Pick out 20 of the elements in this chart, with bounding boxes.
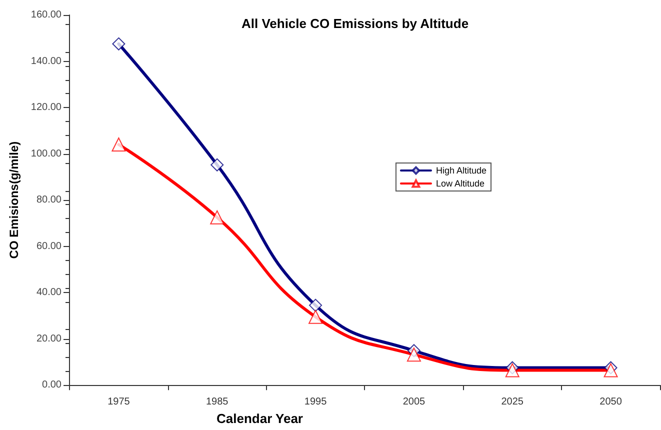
y-tick-label: 60.00 xyxy=(36,240,62,252)
y-tick-label: 120.00 xyxy=(30,102,62,114)
x-tick-label: 1975 xyxy=(108,396,130,408)
y-tick-label: 140.00 xyxy=(30,56,62,67)
chart-title: All Vehicle CO Emissions by Altitude xyxy=(241,16,469,31)
y-tick-label: 160.00 xyxy=(30,10,62,20)
y-tick-label: 40.00 xyxy=(36,287,62,298)
legend-label: Low Altitude xyxy=(436,178,485,188)
y-tick-label: 100.00 xyxy=(30,148,62,160)
y-tick-label: 0.00 xyxy=(42,380,62,391)
x-tick-label: 2005 xyxy=(402,396,426,408)
x-axis-title: Calendar Year xyxy=(216,411,303,426)
x-tick-label: 2050 xyxy=(600,396,622,408)
y-tick-label: 80.00 xyxy=(36,194,62,206)
x-tick-label: 1995 xyxy=(304,396,328,408)
x-tick-label: 2025 xyxy=(501,396,524,408)
legend-label: High Altitude xyxy=(436,166,487,176)
x-tick-label: 1985 xyxy=(206,396,229,408)
y-axis-title: CO Emisions(g/mile) xyxy=(7,141,21,259)
y-tick-label: 20.00 xyxy=(36,333,62,344)
